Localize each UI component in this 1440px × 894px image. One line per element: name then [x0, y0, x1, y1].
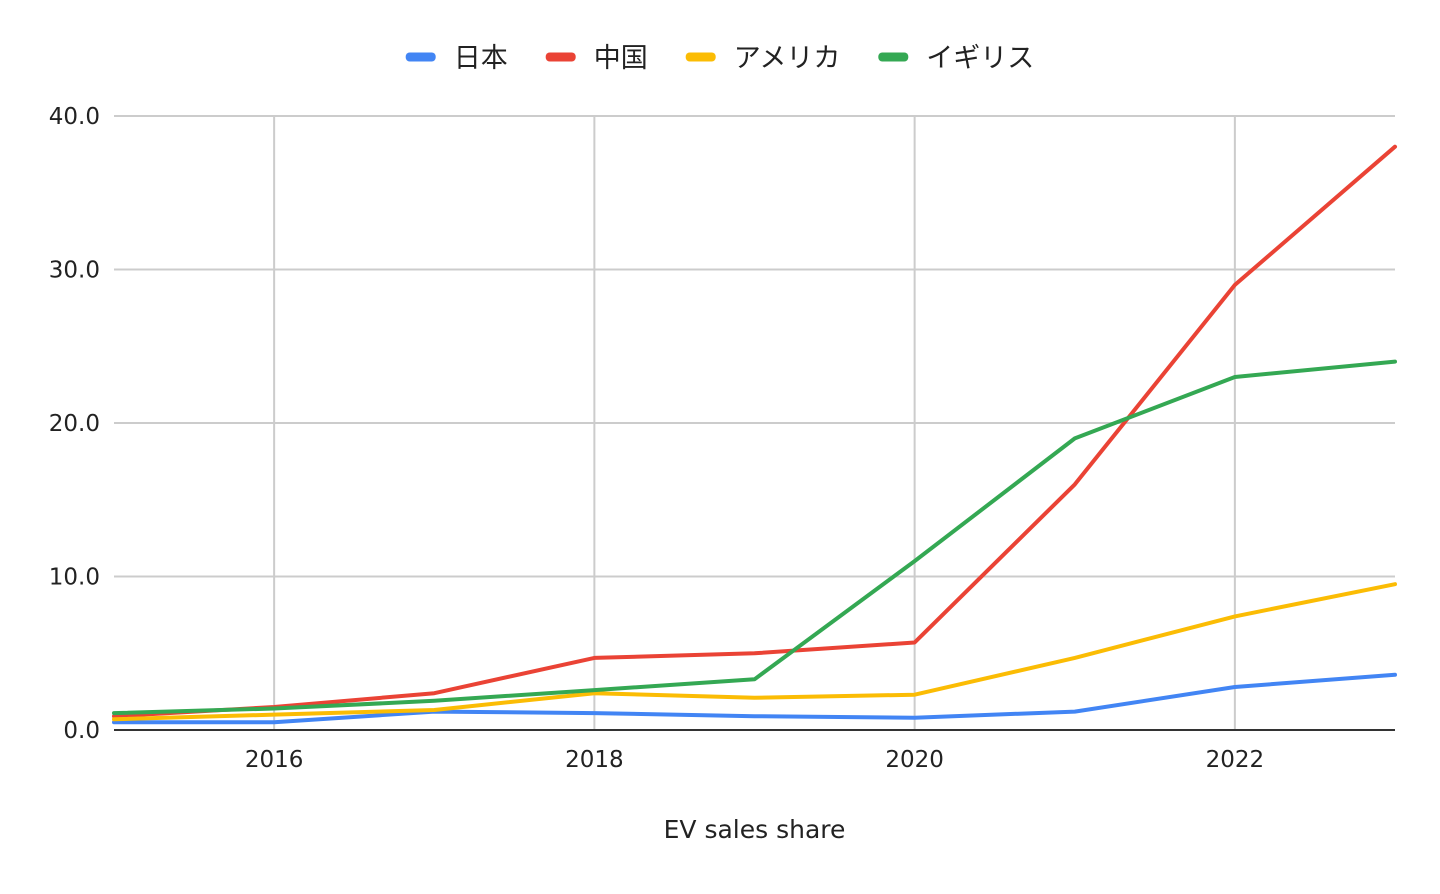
legend: 日本 中国 アメリカ イギリス	[405, 43, 1034, 74]
x-axis-label: EV sales share	[664, 815, 846, 844]
legend-swatch	[878, 52, 909, 62]
series-line-0	[112, 672, 1397, 725]
series-line-2	[112, 582, 1397, 722]
legend-item: 日本	[405, 43, 508, 74]
legend-swatch	[405, 52, 436, 62]
series-line-3	[112, 359, 1397, 716]
legend-label: アメリカ	[734, 43, 841, 74]
x-axis-ticks: 2016 2018 2020 2022	[245, 747, 1264, 773]
x-tick-label: 2016	[245, 747, 304, 773]
legend-swatch	[545, 52, 576, 62]
series-line-1	[112, 144, 1397, 719]
x-tick-label: 2020	[885, 747, 944, 773]
y-tick-label: 10.0	[49, 565, 100, 591]
y-tick-label: 20.0	[49, 411, 100, 437]
y-tick-label: 40.0	[49, 104, 100, 130]
legend-label: 中国	[594, 43, 648, 74]
x-tick-label: 2018	[565, 747, 624, 773]
legend-swatch	[685, 52, 716, 62]
grid-lines	[114, 115, 1395, 730]
legend-item: 中国	[545, 43, 648, 74]
legend-label: イギリス	[926, 43, 1034, 74]
legend-label: 日本	[454, 43, 508, 74]
legend-item: アメリカ	[685, 43, 841, 74]
series-lines	[112, 144, 1397, 725]
y-tick-label: 30.0	[49, 258, 100, 284]
y-tick-label: 0.0	[63, 718, 100, 744]
y-axis-ticks: 0.0 10.0 20.0 30.0 40.0	[49, 104, 100, 744]
legend-item: イギリス	[878, 43, 1034, 74]
x-tick-label: 2022	[1206, 747, 1265, 773]
